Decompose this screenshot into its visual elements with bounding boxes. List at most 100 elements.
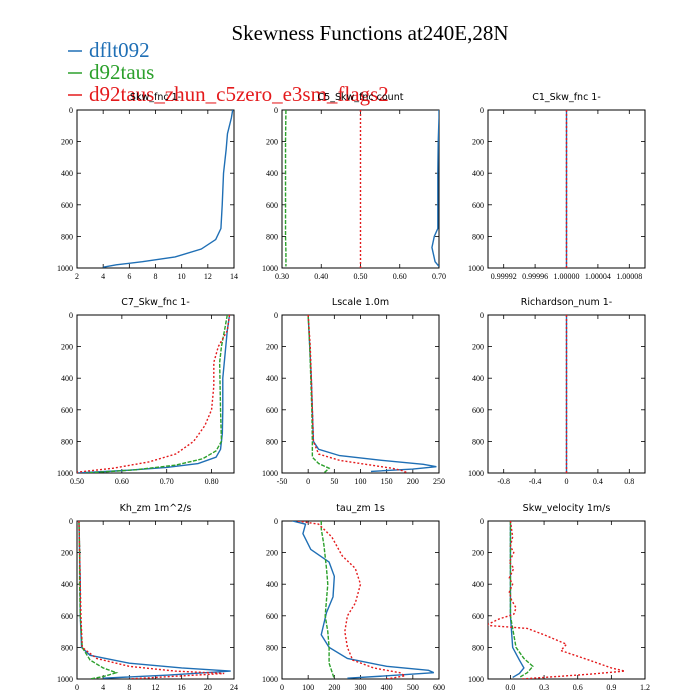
y-tick-label: 800 <box>266 437 278 446</box>
y-tick-label: 400 <box>61 374 73 383</box>
y-tick-label: 800 <box>61 437 73 446</box>
x-tick-label: 0 <box>565 477 569 486</box>
x-tick-label: 400 <box>381 683 393 692</box>
x-tick-label: 1.2 <box>640 683 650 692</box>
y-tick-label: 1000 <box>57 264 73 273</box>
plot-frame <box>76 314 235 474</box>
series-line <box>307 315 437 473</box>
y-tick-label: 200 <box>472 343 484 352</box>
x-tick-label: 0.40 <box>314 272 328 281</box>
y-tick-label: 600 <box>266 612 278 621</box>
y-tick-label: 1000 <box>468 469 484 478</box>
x-tick-label: 0 <box>280 683 284 692</box>
x-tick-label: 50 <box>330 477 338 486</box>
x-tick-label: 0.50 <box>354 272 368 281</box>
panel-title: Skw_fnc 1- <box>130 92 181 103</box>
legend-label: d92taus <box>89 60 154 84</box>
y-tick-label: 200 <box>472 138 484 147</box>
panel-title: tau_zm 1s <box>336 503 385 514</box>
y-tick-label: 200 <box>61 343 73 352</box>
x-tick-label: 0.3 <box>539 683 549 692</box>
plot-frame <box>76 109 235 269</box>
x-tick-label: 8 <box>154 272 158 281</box>
x-tick-label: 1.00000 <box>554 272 580 281</box>
plot-frame <box>281 520 440 680</box>
series-line <box>103 110 234 268</box>
series-line <box>77 315 231 473</box>
panel-title: Skw_velocity 1m/s <box>523 503 611 514</box>
y-tick-label: 400 <box>61 169 73 178</box>
x-tick-label: 0.99996 <box>522 272 548 281</box>
x-tick-label: 0.99992 <box>491 272 517 281</box>
y-tick-label: 800 <box>472 437 484 446</box>
series-line <box>85 315 228 473</box>
x-tick-label: 0.70 <box>160 477 174 486</box>
legend-label: dflt092 <box>89 38 150 62</box>
x-tick-label: 250 <box>433 477 445 486</box>
y-tick-label: 800 <box>61 643 73 652</box>
x-tick-label: 0.6 <box>573 683 583 692</box>
x-tick-label: 100 <box>355 477 367 486</box>
y-tick-label: 1000 <box>262 675 278 684</box>
y-tick-label: 200 <box>266 549 278 558</box>
x-tick-label: 200 <box>407 477 419 486</box>
y-tick-label: 400 <box>266 374 278 383</box>
series-line <box>77 315 231 473</box>
x-tick-label: 0.4 <box>593 477 603 486</box>
y-tick-label: 400 <box>472 169 484 178</box>
x-tick-label: 24 <box>230 683 238 692</box>
x-tick-label: 14 <box>230 272 238 281</box>
x-tick-label: 500 <box>407 683 419 692</box>
plot-frame <box>487 520 646 680</box>
series-line <box>431 110 439 267</box>
y-tick-label: 800 <box>472 643 484 652</box>
series-line <box>509 521 534 679</box>
x-tick-label: -0.8 <box>497 477 510 486</box>
y-tick-label: 1000 <box>468 264 484 273</box>
y-tick-label: 600 <box>266 201 278 210</box>
x-tick-label: 20 <box>204 683 212 692</box>
series-line <box>297 521 407 679</box>
plot-frame <box>281 314 440 474</box>
y-tick-label: 0 <box>274 517 278 526</box>
x-tick-label: 0.30 <box>275 272 289 281</box>
plot-frame <box>76 520 235 680</box>
x-tick-label: 8 <box>127 683 131 692</box>
y-tick-label: 0 <box>274 311 278 320</box>
panel-title: C7_Skw_fnc 1- <box>121 297 190 308</box>
x-tick-label: 4 <box>101 683 105 692</box>
x-tick-label: -0.4 <box>529 477 542 486</box>
y-tick-label: 200 <box>266 138 278 147</box>
chart-panel: Lscale 1.0m 0 200 400 600 800 1000-50 0 50 100 150… <box>262 297 445 486</box>
chart-panel: Richardson_num 1- 0 200 400 600 800 1000 -0.8 -0… <box>468 297 646 486</box>
x-tick-label: 1.00004 <box>585 272 611 281</box>
y-tick-label: 0 <box>69 311 73 320</box>
y-tick-label: 800 <box>266 643 278 652</box>
x-tick-label: 12 <box>152 683 160 692</box>
y-tick-label: 600 <box>61 406 73 415</box>
y-tick-label: 800 <box>61 232 73 241</box>
y-tick-label: 1000 <box>57 469 73 478</box>
x-tick-label: 1.00008 <box>616 272 642 281</box>
y-tick-label: 400 <box>472 580 484 589</box>
y-tick-label: 600 <box>472 406 484 415</box>
y-tick-label: 400 <box>266 169 278 178</box>
y-tick-label: 1000 <box>468 675 484 684</box>
y-tick-label: 1000 <box>57 675 73 684</box>
y-tick-label: 200 <box>472 549 484 558</box>
series-line <box>307 315 408 473</box>
y-tick-label: 0 <box>480 311 484 320</box>
x-tick-label: 0.8 <box>624 477 634 486</box>
y-tick-label: 800 <box>266 232 278 241</box>
y-tick-label: 600 <box>472 612 484 621</box>
x-tick-label: 4 <box>101 272 105 281</box>
x-tick-label: 0.80 <box>205 477 219 486</box>
legend: dflt092d92tausd92taus_zhun_c5zero_e3sm_f… <box>68 38 389 106</box>
y-tick-label: 200 <box>266 343 278 352</box>
y-tick-label: 0 <box>480 517 484 526</box>
